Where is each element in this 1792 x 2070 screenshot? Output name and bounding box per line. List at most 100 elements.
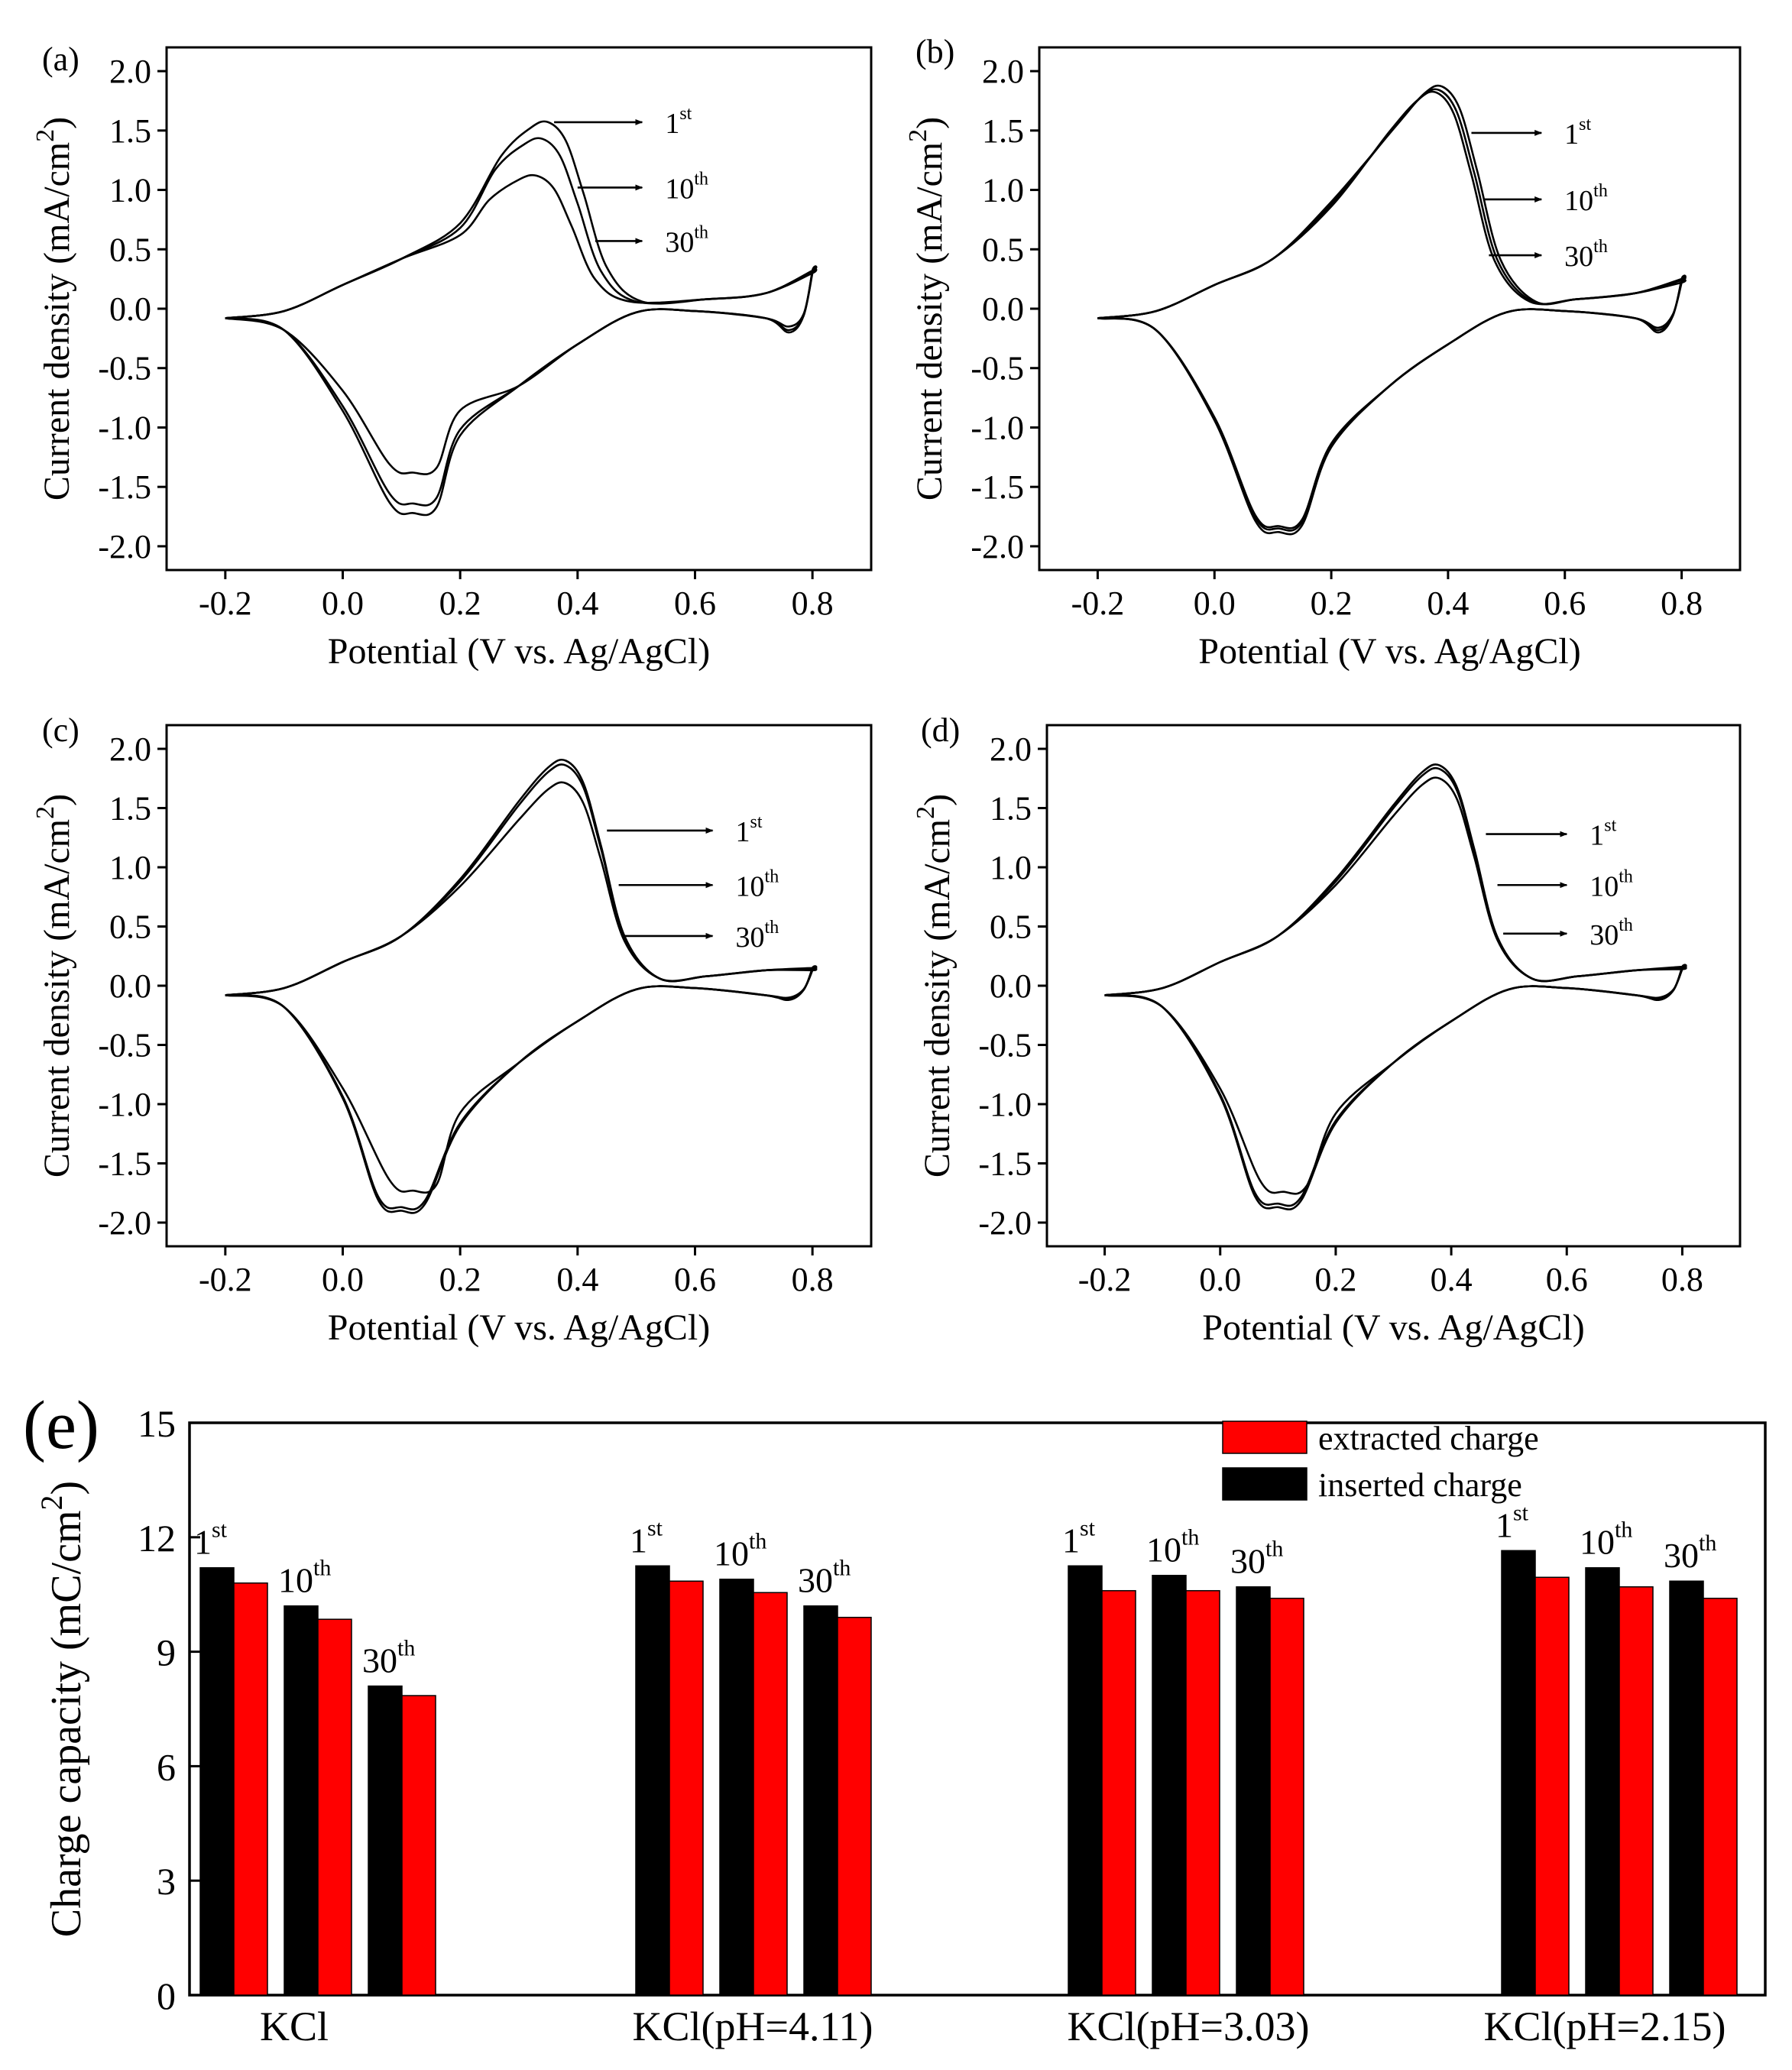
cycle-label: 1st — [736, 812, 763, 848]
y-tick-label: 1.0 — [982, 172, 1024, 209]
cv-curve-1st — [1097, 84, 1687, 536]
y-tick-label: -2.0 — [98, 528, 151, 565]
cv-curve-10th — [1097, 88, 1687, 532]
bar-cycle-label: 10th — [1580, 1518, 1632, 1562]
y-tick-label: 1.5 — [982, 112, 1024, 150]
y-tick-label: 1.5 — [109, 790, 151, 828]
x-axis-title: Potential (V vs. Ag/AgCl) — [1198, 631, 1580, 672]
y-axis-title-sup: 2 — [34, 1495, 69, 1510]
y-tick-label: 2.0 — [990, 730, 1032, 768]
cycle-label-sup: th — [1619, 915, 1633, 935]
bar-inserted — [368, 1685, 403, 1996]
category-label: KCl(pH=3.03) — [1068, 2004, 1310, 2049]
y-axis-title-end: ) — [43, 1481, 90, 1495]
y-axis-title-sup: 2 — [904, 129, 932, 142]
legend-swatch-extracted — [1222, 1420, 1308, 1454]
bar-cycle-label-base: 30 — [1664, 1536, 1699, 1575]
y-tick-label: -1.5 — [971, 468, 1024, 506]
y-tick-label: 1.0 — [109, 849, 151, 886]
bar-inserted — [803, 1605, 838, 1996]
y-axis-title: Current density (mA/cm2) — [904, 117, 950, 500]
bar-extracted — [1534, 1576, 1570, 1996]
x-tick-label: 0.0 — [1194, 585, 1236, 622]
cycle-label-sup: th — [694, 222, 708, 242]
y-tick-label: -2.0 — [978, 1204, 1032, 1242]
plot-frame — [1038, 46, 1742, 572]
x-tick-label: 0.0 — [322, 1261, 364, 1298]
bar-inserted — [284, 1605, 319, 1996]
y-tick-label: -1.5 — [978, 1145, 1032, 1183]
category-label: KCl(pH=2.15) — [1484, 2004, 1726, 2049]
y-axis-title-sup: 2 — [31, 806, 60, 819]
cycle-label-sup: st — [1579, 115, 1591, 134]
x-tick-label: 0.2 — [1311, 585, 1353, 622]
x-axis-title: Potential (V vs. Ag/AgCl) — [1202, 1307, 1584, 1348]
x-tick-label: -0.2 — [1078, 1261, 1132, 1298]
y-tick-label: -0.5 — [98, 350, 151, 387]
bar-extracted — [233, 1582, 268, 1996]
x-tick-label: 0.2 — [1314, 1261, 1356, 1298]
bar-cycle-label-base: 30 — [362, 1641, 397, 1680]
cv-curve-10th — [1104, 766, 1687, 1207]
y-tick-label: 3 — [157, 1860, 176, 1903]
cycle-label-base: 1 — [1589, 820, 1604, 852]
cv-curve-10th — [225, 763, 818, 1211]
bar-cycle-label-sup: st — [647, 1515, 663, 1540]
y-axis-title: Current density (mA/cm2) — [31, 117, 77, 500]
y-tick-label: -1.5 — [98, 1145, 151, 1183]
bar-cycle-label-sup: th — [1181, 1525, 1199, 1550]
y-tick-label: -0.5 — [98, 1027, 151, 1064]
y-tick-label: -1.0 — [978, 1086, 1032, 1123]
x-tick-label: -0.2 — [199, 585, 252, 622]
cv-panel-2: -0.2 0.0 0.2 0.4 0.6 0.8 2.0 1.5 1.0 0.5 0.0 -0.5 -1… — [31, 711, 873, 1348]
y-tick-label: 0.0 — [982, 290, 1024, 328]
bar-extracted — [753, 1592, 788, 1996]
cv-curve-1st — [225, 120, 818, 517]
cv-curve-30th — [1104, 776, 1687, 1195]
bar-extracted — [1101, 1589, 1136, 1996]
bar-cycle-label-base: 10 — [714, 1534, 749, 1573]
panel-label: (c) — [42, 711, 79, 749]
bar-cycle-label-sup: th — [1699, 1531, 1716, 1556]
x-tick-label: 0.8 — [792, 585, 834, 622]
x-tick-label: 0.6 — [1544, 585, 1586, 622]
cv-panel-1: -0.2 0.0 0.2 0.4 0.6 0.8 2.0 1.5 1.0 0.5 0.0 -0.5 -1… — [904, 33, 1742, 672]
bar-cycle-label-base: 1 — [194, 1523, 212, 1562]
bar-inserted — [1236, 1586, 1271, 1996]
bar-extracted — [1269, 1597, 1304, 1996]
x-axis-title: Potential (V vs. Ag/AgCl) — [328, 1307, 710, 1348]
plot-frame — [1045, 724, 1742, 1248]
y-tick-label: 0 — [157, 1974, 176, 2017]
bar-inserted — [1068, 1565, 1103, 1996]
cycle-label-sup: th — [1593, 181, 1608, 201]
bar-extracted — [317, 1618, 352, 1996]
y-tick-label: 12 — [138, 1517, 176, 1560]
bar-cycle-label-sup: th — [313, 1556, 331, 1581]
cycle-label-sup: st — [750, 812, 763, 832]
bar-extracted — [837, 1616, 872, 1996]
y-axis-title: Charge capacity (mC/cm2) — [34, 1481, 90, 1937]
cycle-label: 1st — [1564, 115, 1591, 151]
x-tick-label: 0.4 — [556, 585, 598, 622]
cycle-label-base: 10 — [665, 173, 694, 205]
y-tick-label: 0.0 — [109, 967, 151, 1005]
y-tick-label: 1.0 — [109, 172, 151, 209]
cycle-label-sup: st — [679, 104, 692, 124]
y-tick-label: 1.0 — [990, 849, 1032, 886]
y-tick-label: -2.0 — [971, 528, 1024, 565]
bar-extracted — [401, 1695, 436, 1996]
y-tick-label: 0.5 — [109, 231, 151, 268]
cycle-label-base: 10 — [736, 870, 765, 902]
y-tick-label: 0.5 — [109, 909, 151, 946]
cycle-label: 10th — [736, 867, 779, 902]
cv-curve-1st — [1104, 763, 1687, 1211]
bar-cycle-label: 1st — [1062, 1515, 1096, 1560]
bar-cycle-label: 30th — [362, 1636, 415, 1680]
cycle-label-base: 10 — [1564, 185, 1593, 217]
cycle-label-base: 10 — [1589, 870, 1619, 902]
bar-cycle-label-sup: th — [397, 1636, 415, 1661]
y-axis-title-main: Current density (mA/cm — [37, 142, 77, 500]
cycle-label-sup: st — [1604, 816, 1616, 836]
legend-label-inserted: inserted charge — [1318, 1466, 1522, 1504]
